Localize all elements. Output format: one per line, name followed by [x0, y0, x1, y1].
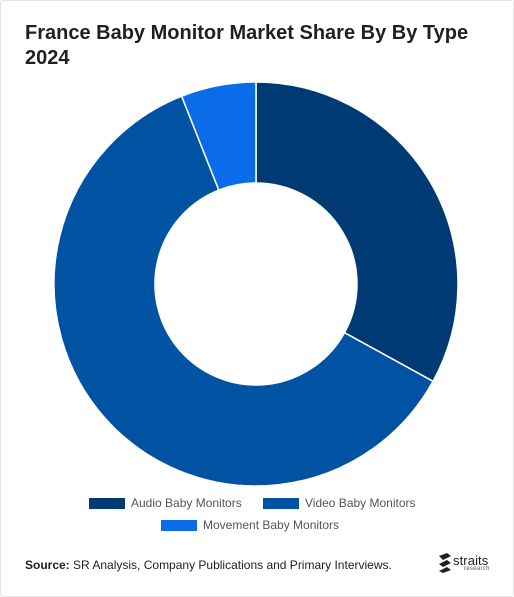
chart-title: France Baby Monitor Market Share By By T… [25, 22, 469, 69]
source-note: Source: SR Analysis, Company Publication… [25, 558, 392, 572]
logo-subtitle: research [464, 566, 490, 572]
legend-label: Video Baby Monitors [305, 496, 416, 510]
straits-logo-icon [439, 553, 451, 573]
legend-item: Video Baby Monitors [263, 496, 416, 510]
source-label: Source: [25, 558, 70, 572]
legend-swatch [161, 519, 197, 531]
legend-swatch [263, 497, 299, 509]
legend-swatch [89, 497, 125, 509]
legend-item: Audio Baby Monitors [89, 496, 242, 510]
source-text: SR Analysis, Company Publications and Pr… [73, 558, 392, 572]
donut-slices [53, 81, 459, 487]
logo-wordmark: straits [453, 553, 489, 568]
slice-movement-baby-monitors [180, 81, 257, 192]
slice-video-baby-monitors [53, 95, 435, 487]
legend-item: Movement Baby Monitors [161, 518, 339, 532]
slice-audio-baby-monitors [255, 81, 459, 383]
legend-label: Movement Baby Monitors [203, 518, 340, 532]
legend-label: Audio Baby Monitors [131, 496, 242, 510]
